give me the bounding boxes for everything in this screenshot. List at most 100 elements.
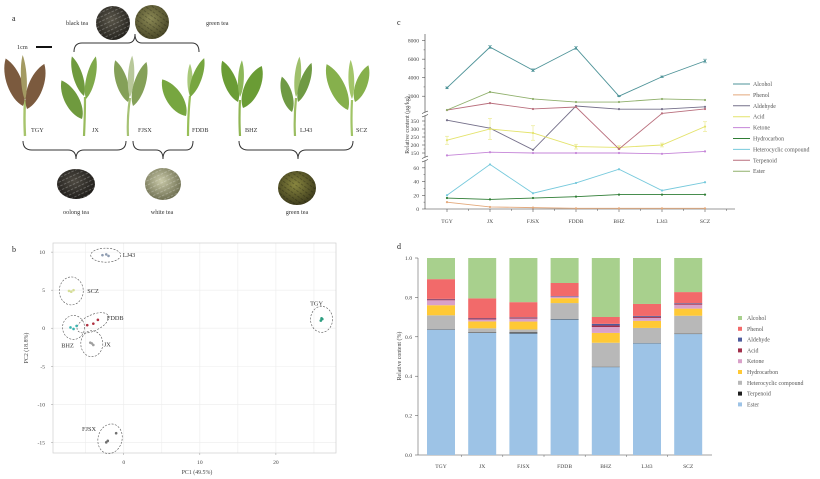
bar-segment-heterocyclic-compound: [427, 315, 455, 330]
bar-chart-x-tick-label: LJ43: [641, 464, 652, 470]
data-point-acid: [703, 125, 707, 128]
bar-segment-hydrocarbon: [591, 332, 620, 343]
data-point-phenol: [574, 207, 578, 210]
group-label-white: white tea: [151, 209, 174, 216]
pca-x-axis-label: PC1 (49.5%): [182, 469, 213, 476]
pca-point-bhz: [75, 324, 78, 328]
pca-y-tick-label: 0: [42, 326, 45, 332]
pile-texture: [57, 169, 95, 199]
data-point-acid: [574, 145, 578, 148]
legend-item-ketone: Ketone: [738, 359, 764, 365]
pca-point-fjsx: [114, 431, 118, 435]
leaf-blade: [155, 75, 193, 121]
data-point-heterocyclic-compound: [574, 181, 578, 185]
bar-segment-hydrocarbon: [468, 321, 497, 329]
bar-segment-hydrocarbon: [633, 320, 661, 328]
sample-label-fddb: FDDB: [192, 127, 209, 134]
legend-label: Aldehyde: [753, 104, 776, 110]
panel-d-stacked-bar: d 0.0 0.2 0.4 0.6 0.8 1.0 TGY JX FJSX FDDB BHZ LJ43…: [396, 242, 803, 470]
pca-point-scz: [72, 288, 75, 292]
white-bracket: [132, 140, 194, 160]
bar-segment-alcohol: [427, 258, 455, 280]
bar-segment-alcohol: [633, 258, 661, 304]
legend-item-alcohol: Alcohol: [733, 82, 772, 88]
line-chart-y-tick-label: 60: [413, 166, 419, 172]
leaf-sample-tgy: [0, 54, 52, 137]
data-point-ketone: [445, 154, 449, 157]
axis-break-gap: [423, 157, 427, 161]
pca-group-label-jx: JX: [104, 342, 111, 349]
data-point-alcohol: [531, 69, 535, 72]
line-chart-y-tick-label: 0: [416, 207, 419, 213]
legend-label: Hydrocarbon: [753, 137, 784, 143]
bar-segment-ketone: [427, 300, 455, 306]
scale-bar-label: 1cm: [17, 44, 28, 51]
data-point-phenol: [445, 201, 449, 204]
line-chart-y-tick-label: 200: [411, 143, 420, 149]
confidence-ellipse-tgy: [310, 306, 333, 333]
bar-segment-aldehyde: [674, 303, 703, 304]
data-point-heterocyclic-compound: [445, 194, 449, 197]
data-point-aldehyde: [531, 148, 535, 151]
bar-segment-aldehyde: [633, 315, 661, 317]
data-point-terpenoid: [488, 102, 492, 105]
data-point-alcohol: [617, 95, 621, 98]
line-chart-x-tick-label: FDDB: [569, 219, 584, 225]
line-chart-y-tick-label: 4000: [408, 76, 419, 82]
legend-item-aldehyde: Aldehyde: [738, 337, 770, 344]
data-point-phenol: [531, 206, 535, 209]
green-bracket: [238, 140, 354, 160]
pca-y-axis-label: PC2 (18.8%): [23, 333, 30, 364]
leaf-stem: [126, 97, 132, 137]
pca-point-jx: [90, 342, 94, 345]
bar-segment-ester: [550, 319, 579, 455]
data-point-hydrocarbon: [531, 196, 535, 200]
pca-point-fjsx: [106, 439, 110, 443]
panel-label-c: c: [397, 18, 401, 27]
leaf-stem: [23, 99, 27, 137]
legend-item-ester: Ester: [738, 402, 759, 408]
stacked-bar-bhz: [591, 258, 620, 455]
data-point-terpenoid: [531, 107, 535, 111]
data-point-acid: [488, 127, 492, 131]
data-point-heterocyclic-compound: [660, 189, 664, 192]
series-line-terpenoid: [446, 102, 706, 150]
bar-chart-x-tick-label: JX: [479, 464, 485, 470]
data-point-terpenoid: [703, 107, 707, 111]
bar-segment-hydrocarbon: [674, 308, 703, 316]
bar-segment-acid: [591, 325, 620, 328]
bar-segment-phenol: [427, 279, 455, 299]
legend-square-swatch: [738, 402, 742, 407]
bar-segment-ester: [509, 333, 538, 455]
panel-a-tea-samples: a black tea green tea 1cm: [0, 5, 374, 216]
panel-label-a: a: [12, 14, 16, 23]
data-point-alcohol: [703, 59, 707, 63]
green-tea-pile-icon: [135, 5, 169, 39]
top-bracket: [73, 33, 200, 53]
legend-item-acid: Acid: [738, 348, 759, 354]
data-point-acid: [445, 139, 449, 142]
sample-label-jx: JX: [92, 127, 99, 134]
bar-segment-ketone: [509, 318, 538, 322]
legend-label: Acid: [747, 348, 759, 354]
pile-texture: [145, 168, 181, 200]
leaf-sample-fjsx: [109, 55, 152, 137]
legend-label: Alcohol: [753, 82, 772, 88]
line-chart-y-tick-label: 150: [411, 151, 420, 157]
confidence-ellipse-fjsx: [97, 423, 123, 454]
data-point-ketone: [488, 151, 492, 154]
data-point-ester: [531, 97, 535, 101]
bar-chart-y-tick-label: 0.6: [405, 335, 412, 341]
axis-break-mark: [421, 155, 429, 163]
bar-segment-terpenoid: [509, 332, 538, 334]
data-point-alcohol: [660, 75, 664, 78]
bar-segment-heterocyclic-compound: [468, 328, 497, 333]
data-point-hydrocarbon: [660, 193, 664, 196]
legend-label: Heterocyclic compound: [753, 147, 809, 153]
bar-segment-terpenoid: [468, 332, 497, 333]
legend-square-swatch: [738, 326, 742, 331]
legend-square-swatch: [738, 391, 742, 396]
bar-chart-y-tick-label: 0.0: [405, 453, 412, 459]
bar-segment-heterocyclic-compound: [633, 327, 661, 343]
bar-segment-heterocyclic-compound: [550, 303, 579, 320]
